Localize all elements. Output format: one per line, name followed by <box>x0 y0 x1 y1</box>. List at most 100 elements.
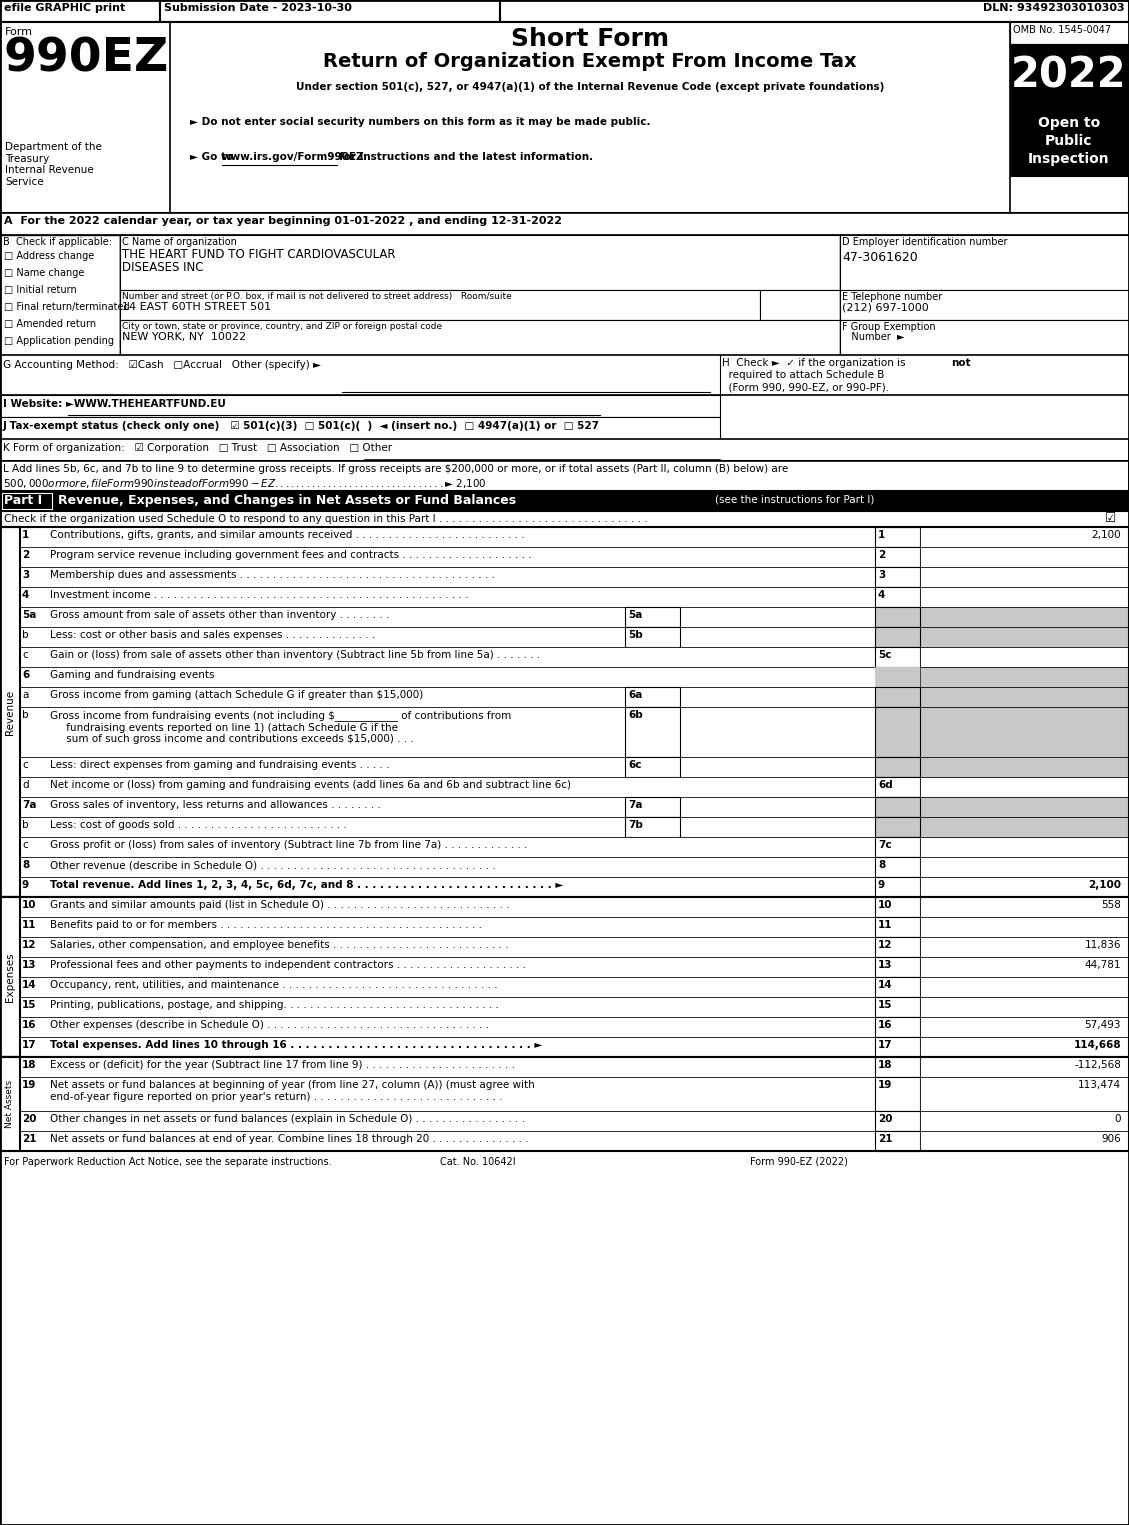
Text: 6: 6 <box>21 669 29 680</box>
Bar <box>0 214 1129 235</box>
Bar <box>0 997 1129 1017</box>
Text: ► Go to: ► Go to <box>190 152 237 162</box>
Bar <box>0 1017 1129 1037</box>
Bar <box>1010 107 1129 175</box>
Bar <box>920 997 1129 1017</box>
Text: Investment income . . . . . . . . . . . . . . . . . . . . . . . . . . . . . . . : Investment income . . . . . . . . . . . … <box>50 590 469 599</box>
Text: Number and street (or P.O. box, if mail is not delivered to street address)   Ro: Number and street (or P.O. box, if mail … <box>122 291 511 300</box>
Bar <box>920 607 1129 627</box>
Bar <box>0 897 1129 917</box>
Bar <box>0 528 20 897</box>
Bar <box>0 587 1129 607</box>
Text: Less: cost of goods sold . . . . . . . . . . . . . . . . . . . . . . . . . .: Less: cost of goods sold . . . . . . . .… <box>50 820 347 830</box>
Bar <box>0 857 1129 877</box>
Text: □ Final return/terminated: □ Final return/terminated <box>5 302 130 313</box>
Text: 2022: 2022 <box>1012 53 1127 96</box>
Text: Part I: Part I <box>5 494 42 506</box>
Text: (see the instructions for Part I): (see the instructions for Part I) <box>715 494 874 503</box>
Bar <box>0 666 1129 686</box>
Text: 2,100: 2,100 <box>1088 880 1121 891</box>
Text: G Accounting Method:   ☑Cash   □Accrual   Other (specify) ►: G Accounting Method: ☑Cash □Accrual Othe… <box>3 360 321 371</box>
Bar <box>0 1057 1129 1077</box>
Text: Form 990-EZ (2022): Form 990-EZ (2022) <box>750 1157 848 1167</box>
Text: L Add lines 5b, 6c, and 7b to line 9 to determine gross receipts. If gross recei: L Add lines 5b, 6c, and 7b to line 9 to … <box>3 464 788 474</box>
Bar <box>875 917 920 936</box>
Bar <box>920 1057 1129 1077</box>
Bar <box>875 817 920 837</box>
Bar <box>0 528 1129 897</box>
Bar <box>625 607 680 627</box>
Bar <box>0 1057 20 1151</box>
Bar <box>920 877 1129 897</box>
Bar <box>0 1057 1129 1151</box>
Bar <box>920 1132 1129 1151</box>
Text: (212) 697-1000: (212) 697-1000 <box>842 302 929 313</box>
Text: required to attach Schedule B: required to attach Schedule B <box>723 371 884 380</box>
Bar <box>0 778 1129 798</box>
Text: 17: 17 <box>21 1040 36 1051</box>
Bar <box>0 897 1129 1057</box>
Text: 6c: 6c <box>628 759 641 770</box>
Bar <box>920 837 1129 857</box>
Bar <box>875 647 920 666</box>
Bar <box>920 627 1129 647</box>
Text: 20: 20 <box>878 1113 893 1124</box>
Text: 14: 14 <box>878 981 893 990</box>
Text: D Employer identification number: D Employer identification number <box>842 236 1007 247</box>
Bar <box>875 756 920 778</box>
Bar <box>875 1037 920 1057</box>
Bar <box>0 817 1129 837</box>
Text: Less: direct expenses from gaming and fundraising events . . . . .: Less: direct expenses from gaming and fu… <box>50 759 390 770</box>
Bar <box>0 1112 1129 1132</box>
Bar <box>920 936 1129 958</box>
Text: 17: 17 <box>878 1040 893 1051</box>
Bar <box>920 958 1129 978</box>
Text: 558: 558 <box>1101 900 1121 910</box>
Text: Gross income from gaming (attach Schedule G if greater than $15,000): Gross income from gaming (attach Schedul… <box>50 689 423 700</box>
Bar <box>920 1112 1129 1132</box>
Bar <box>920 686 1129 708</box>
Text: Gross profit or (loss) from sales of inventory (Subtract line 7b from line 7a) .: Gross profit or (loss) from sales of inv… <box>50 840 527 849</box>
Text: 14: 14 <box>21 981 36 990</box>
Text: c: c <box>21 759 28 770</box>
Text: I Website: ►WWW.THEHEARTFUND.EU: I Website: ►WWW.THEHEARTFUND.EU <box>3 400 226 409</box>
Text: Printing, publications, postage, and shipping. . . . . . . . . . . . . . . . . .: Printing, publications, postage, and shi… <box>50 1000 499 1010</box>
Text: □ Address change: □ Address change <box>5 252 94 261</box>
Bar <box>875 666 920 686</box>
Bar <box>920 897 1129 917</box>
Text: 13: 13 <box>878 961 893 970</box>
Bar <box>0 897 20 1057</box>
Bar <box>875 1077 920 1112</box>
Bar <box>0 547 1129 567</box>
Text: 3: 3 <box>21 570 29 580</box>
Text: d: d <box>21 779 28 790</box>
Text: 6b: 6b <box>628 711 642 720</box>
Bar <box>0 355 1129 395</box>
Bar <box>875 1132 920 1151</box>
Text: Contributions, gifts, grants, and similar amounts received . . . . . . . . . . .: Contributions, gifts, grants, and simila… <box>50 531 525 540</box>
Bar <box>0 917 1129 936</box>
Bar <box>0 511 1129 528</box>
Bar <box>920 917 1129 936</box>
Bar <box>625 708 680 756</box>
Text: 2: 2 <box>21 551 29 560</box>
Bar <box>875 936 920 958</box>
Text: 5a: 5a <box>628 610 642 621</box>
Bar <box>0 1132 1129 1151</box>
Text: Program service revenue including government fees and contracts . . . . . . . . : Program service revenue including govern… <box>50 551 532 560</box>
Text: Number  ►: Number ► <box>842 332 904 342</box>
Text: Other revenue (describe in Schedule O) . . . . . . . . . . . . . . . . . . . . .: Other revenue (describe in Schedule O) .… <box>50 860 496 869</box>
Bar <box>920 647 1129 666</box>
Text: 14 EAST 60TH STREET 501: 14 EAST 60TH STREET 501 <box>122 302 271 313</box>
Text: Department of the
Treasury
Internal Revenue
Service: Department of the Treasury Internal Reve… <box>5 142 102 186</box>
Bar <box>875 1112 920 1132</box>
Text: J Tax-exempt status (check only one)   ☑ 501(c)(3)  □ 501(c)(  )  ◄ (insert no.): J Tax-exempt status (check only one) ☑ 5… <box>3 421 599 432</box>
Bar <box>875 528 920 547</box>
Bar <box>875 607 920 627</box>
Text: 20: 20 <box>21 1113 36 1124</box>
Text: 15: 15 <box>21 1000 36 1010</box>
Bar <box>875 627 920 647</box>
Bar <box>875 587 920 607</box>
Text: Salaries, other compensation, and employee benefits . . . . . . . . . . . . . . : Salaries, other compensation, and employ… <box>50 939 509 950</box>
Bar <box>920 978 1129 997</box>
